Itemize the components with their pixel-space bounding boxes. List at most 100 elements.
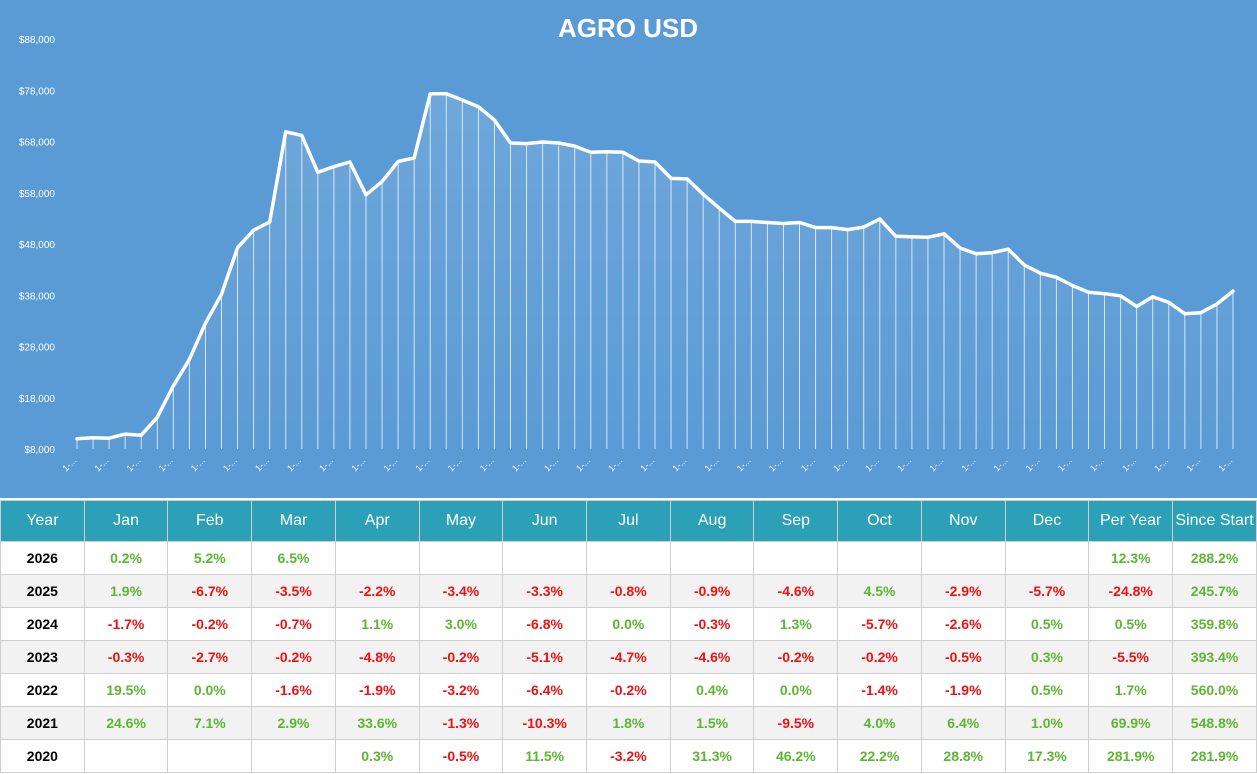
return-cell: 0.3% <box>1004 640 1090 674</box>
return-cell: 0.2% <box>83 541 169 575</box>
year-cell: 2026 <box>0 541 85 575</box>
return-cell: 0.5% <box>1088 607 1174 641</box>
return-cell <box>920 541 1006 575</box>
table-body: 2026 0.2% 5.2% 6.5% 12.3% 288.2% 2025 1.9% -6.7%… <box>0 541 1257 773</box>
table-row: 2024 -1.7% -0.2% -0.7% 1.1% 3.0% -6.8% 0.0% -0.3… <box>0 607 1257 641</box>
return-cell: -6.8% <box>502 607 588 641</box>
return-cell <box>83 739 169 773</box>
return-cell: 1.8% <box>586 706 671 740</box>
return-cell: 1.7% <box>1088 673 1174 707</box>
column-header: Per Year <box>1088 500 1174 542</box>
return-cell: 6.4% <box>920 706 1006 740</box>
return-cell: -2.2% <box>334 574 420 608</box>
y-tick-label: $28,000 <box>19 343 56 354</box>
return-cell: -3.3% <box>502 574 588 608</box>
return-cell: -3.2% <box>418 673 504 707</box>
return-cell: -0.3% <box>83 640 169 674</box>
return-cell: -3.4% <box>418 574 504 608</box>
return-cell <box>1004 541 1090 575</box>
return-cell: -2.7% <box>167 640 253 674</box>
return-cell: 19.5% <box>83 673 169 707</box>
return-cell: -0.3% <box>669 607 755 641</box>
return-cell: 4.5% <box>837 574 922 608</box>
return-cell: -6.7% <box>167 574 253 608</box>
return-cell: -6.4% <box>502 673 588 707</box>
return-cell: 0.5% <box>1004 673 1090 707</box>
return-cell <box>837 541 922 575</box>
return-cell: -5.5% <box>1088 640 1174 674</box>
y-tick-label: $18,000 <box>19 394 56 405</box>
y-axis: $8,000 $18,000 $28,000 $38,000 $48,000 $58,00… <box>19 35 56 456</box>
return-cell: -0.2% <box>251 640 336 674</box>
return-cell: 2.9% <box>251 706 336 740</box>
table-row: 2022 19.5% 0.0% -1.6% -1.9% -3.2% -6.4% -0.2% 0.… <box>0 673 1257 707</box>
return-cell: -24.8% <box>1088 574 1174 608</box>
return-cell: -5.1% <box>502 640 588 674</box>
return-cell: 6.5% <box>251 541 336 575</box>
return-cell: 69.9% <box>1088 706 1174 740</box>
return-cell: 0.0% <box>167 673 253 707</box>
return-cell: -0.8% <box>586 574 671 608</box>
return-cell: 0.0% <box>753 673 839 707</box>
price-line <box>75 92 1235 441</box>
column-header: Jan <box>83 500 169 542</box>
year-cell: 2021 <box>0 706 85 740</box>
return-cell: -3.2% <box>586 739 671 773</box>
return-cell: -1.6% <box>251 673 336 707</box>
return-cell: -0.5% <box>418 739 504 773</box>
column-header: May <box>418 500 504 542</box>
return-cell: -4.6% <box>753 574 839 608</box>
return-cell: 288.2% <box>1172 541 1257 575</box>
return-cell: -4.8% <box>334 640 420 674</box>
return-cell <box>502 541 588 575</box>
return-cell: 17.3% <box>1004 739 1090 773</box>
return-cell: 281.9% <box>1172 739 1257 773</box>
return-cell: -0.7% <box>251 607 336 641</box>
return-cell: -5.7% <box>837 607 922 641</box>
return-cell <box>418 541 504 575</box>
return-cell: 0.4% <box>669 673 755 707</box>
table-row: 2020 0.3% -0.5% 11.5% -3.2% 31.3% 46.2% 22.2% 28… <box>0 739 1257 773</box>
column-header: Oct <box>837 500 922 542</box>
return-cell: 1.9% <box>83 574 169 608</box>
return-cell: 33.6% <box>334 706 420 740</box>
return-cell: 5.2% <box>167 541 253 575</box>
monthly-returns-table: Year Jan Feb Mar Apr May Jun Jul Aug Sep Oct Nov Dec… <box>0 500 1257 773</box>
column-header: Jul <box>586 500 671 542</box>
return-cell: 11.5% <box>502 739 588 773</box>
area-chart: AGRO USD $8,000 $18,000 $28,000 $38,000 $48,… <box>0 0 1257 498</box>
return-cell: -0.2% <box>753 640 839 674</box>
column-header: Since Start <box>1172 500 1257 542</box>
return-cell: 359.8% <box>1172 607 1257 641</box>
year-cell: 2024 <box>0 607 85 641</box>
return-cell: -4.6% <box>669 640 755 674</box>
return-cell: 281.9% <box>1088 739 1174 773</box>
return-cell: -1.3% <box>418 706 504 740</box>
year-cell: 2020 <box>0 739 85 773</box>
return-cell: 1.5% <box>669 706 755 740</box>
return-cell: 1.3% <box>753 607 839 641</box>
return-cell: 22.2% <box>837 739 922 773</box>
column-header: Nov <box>920 500 1006 542</box>
return-cell <box>167 739 253 773</box>
return-cell <box>753 541 839 575</box>
return-cell: 3.0% <box>418 607 504 641</box>
table-header-row: Year Jan Feb Mar Apr May Jun Jul Aug Sep Oct Nov Dec… <box>0 500 1257 542</box>
return-cell: -0.2% <box>418 640 504 674</box>
return-cell: -2.6% <box>920 607 1006 641</box>
return-cell: -5.7% <box>1004 574 1090 608</box>
column-header: Jun <box>502 500 588 542</box>
return-cell: -4.7% <box>586 640 671 674</box>
return-cell: -1.4% <box>837 673 922 707</box>
column-header: Year <box>0 500 85 542</box>
return-cell: 28.8% <box>920 739 1006 773</box>
return-cell: -0.2% <box>837 640 922 674</box>
column-header: Mar <box>251 500 336 542</box>
chart-title: AGRO USD <box>558 13 698 43</box>
return-cell: 1.0% <box>1004 706 1090 740</box>
return-cell: 393.4% <box>1172 640 1257 674</box>
return-cell: -2.9% <box>920 574 1006 608</box>
table-row: 2026 0.2% 5.2% 6.5% 12.3% 288.2% <box>0 541 1257 575</box>
table-row: 2025 1.9% -6.7% -3.5% -2.2% -3.4% -3.3% -0.8% -0… <box>0 574 1257 608</box>
return-cell: 548.8% <box>1172 706 1257 740</box>
